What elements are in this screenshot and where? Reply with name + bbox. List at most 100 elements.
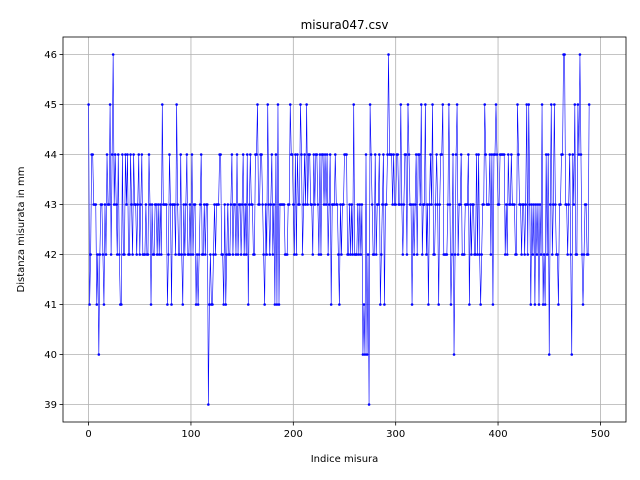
data-point (441, 103, 445, 106)
data-point (214, 253, 217, 256)
data-point (202, 203, 206, 206)
chart-title: misura047.csv (301, 18, 389, 32)
data-point (156, 203, 160, 206)
data-point (385, 203, 388, 206)
data-point (387, 53, 390, 56)
data-point (586, 253, 590, 256)
data-point (489, 253, 493, 256)
data-point (380, 253, 383, 256)
y-tick-label: 41 (44, 300, 57, 311)
data-point (522, 203, 525, 206)
data-point (87, 103, 90, 106)
data-point (107, 203, 111, 206)
data-point (170, 303, 173, 306)
data-point (298, 203, 301, 206)
data-point (296, 153, 299, 156)
data-point (412, 253, 416, 256)
data-point (95, 303, 99, 306)
data-point (487, 203, 491, 206)
data-point (121, 153, 124, 156)
data-point (282, 203, 286, 206)
data-point (333, 153, 337, 156)
data-series (87, 53, 591, 406)
data-point (149, 303, 153, 306)
data-point (394, 203, 397, 206)
data-point (469, 203, 472, 206)
data-point (544, 153, 548, 156)
x-axis-ticks: 0 100 200 300 400 500 (85, 422, 610, 440)
data-point (143, 253, 147, 256)
data-point (175, 103, 178, 106)
data-point (197, 253, 201, 256)
data-point (539, 253, 543, 256)
data-point (191, 253, 195, 256)
data-point (367, 403, 371, 406)
data-point (480, 253, 483, 256)
data-point (273, 303, 277, 306)
data-point (275, 303, 279, 306)
x-tick-label: 300 (386, 429, 405, 440)
data-point (529, 303, 533, 306)
data-point (154, 203, 158, 206)
data-point (450, 253, 454, 256)
data-point (351, 253, 354, 256)
data-point (144, 203, 148, 206)
data-point (542, 253, 546, 256)
data-point (506, 153, 510, 156)
data-point (209, 253, 212, 256)
data-point (103, 203, 107, 206)
data-point (431, 103, 434, 106)
data-point (230, 153, 234, 156)
data-point (352, 103, 356, 106)
data-point (158, 203, 162, 206)
data-point (390, 153, 393, 156)
data-point (261, 203, 264, 206)
data-point (515, 253, 518, 256)
data-point (577, 153, 581, 156)
data-point (402, 203, 406, 206)
data-point (255, 153, 258, 156)
data-point (337, 253, 340, 256)
data-point (528, 203, 532, 206)
data-point (193, 203, 197, 206)
data-point (293, 253, 296, 256)
data-point (207, 403, 210, 406)
data-point (398, 203, 402, 206)
data-point (299, 103, 302, 106)
data-point (482, 203, 486, 206)
data-point (173, 203, 176, 206)
data-point (472, 203, 475, 206)
data-point (249, 153, 252, 156)
data-point (322, 203, 326, 206)
data-point (435, 153, 438, 156)
data-point (271, 253, 275, 256)
data-point (477, 153, 480, 156)
data-point (264, 203, 267, 206)
data-point (383, 303, 386, 306)
data-point (113, 153, 117, 156)
data-point (302, 203, 305, 206)
data-point (118, 253, 121, 256)
data-point (229, 203, 233, 206)
data-point (361, 353, 365, 356)
data-point (102, 303, 106, 306)
data-point (288, 103, 292, 106)
data-point (126, 153, 129, 156)
data-point (570, 353, 574, 356)
data-point (578, 53, 582, 56)
data-point (410, 303, 414, 306)
data-point (434, 203, 437, 206)
plot-area (63, 37, 626, 422)
data-point (456, 253, 460, 256)
data-point (277, 303, 281, 306)
data-point (110, 153, 114, 156)
data-point (535, 253, 539, 256)
data-point (526, 253, 530, 256)
data-point (531, 253, 535, 256)
data-point (294, 153, 297, 156)
data-point (584, 203, 588, 206)
data-point (468, 303, 471, 306)
data-point (401, 253, 405, 256)
data-point (310, 203, 314, 206)
data-point (316, 203, 320, 206)
